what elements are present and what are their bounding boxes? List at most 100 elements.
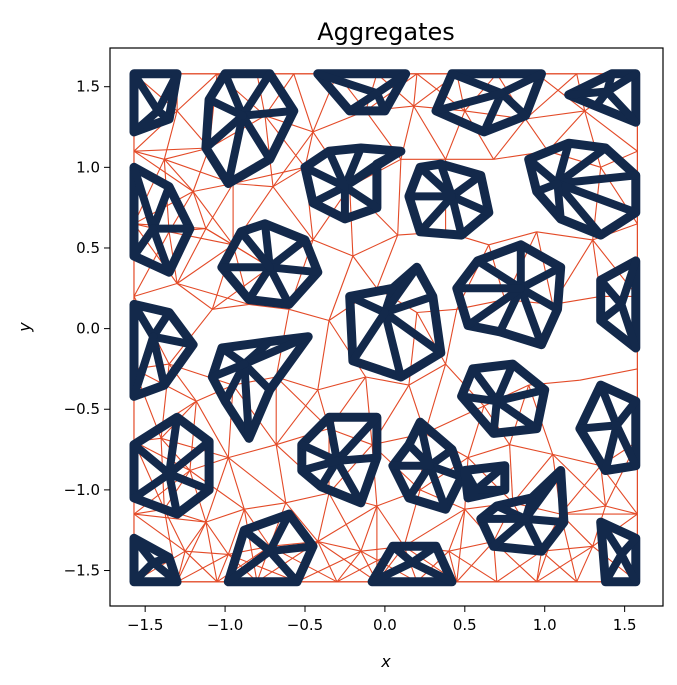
- mesh-edge: [163, 508, 186, 552]
- aggregate-spoke: [425, 461, 450, 514]
- mesh-edge: [317, 540, 362, 552]
- aggregate-spoke: [325, 147, 349, 191]
- aggregate-spoke: [325, 413, 341, 465]
- aggregate-spoke: [617, 300, 640, 352]
- aggregate-spoke: [603, 87, 640, 127]
- mesh-edge: [336, 550, 362, 583]
- aggregate-spoke: [149, 332, 169, 390]
- mesh-edge: [176, 228, 207, 284]
- aggregate-spoke: [265, 235, 309, 272]
- aggregate-spoke: [297, 440, 341, 465]
- mesh-edge: [184, 550, 218, 583]
- aggregate-spoke: [333, 456, 365, 507]
- aggregate-ring: [564, 69, 641, 127]
- mesh-edge: [467, 444, 510, 459]
- aggregate-spoke: [165, 413, 182, 478]
- mesh-edge: [424, 363, 447, 434]
- mesh-edge: [264, 115, 306, 168]
- mesh-edge: [605, 505, 638, 515]
- mesh-edge: [525, 110, 585, 120]
- aggregate-16: [457, 359, 550, 438]
- aggregate-spoke: [130, 300, 158, 341]
- mesh-edge: [536, 231, 554, 305]
- mesh-edge: [176, 282, 250, 305]
- aggregate-spoke: [617, 256, 640, 309]
- mesh-edge: [228, 444, 277, 459]
- aggregate-spoke: [149, 332, 198, 349]
- aggregate-spoke: [521, 514, 546, 556]
- mesh-edge: [445, 309, 458, 365]
- mesh-edge: [488, 231, 537, 246]
- aggregate-14: [345, 262, 446, 382]
- aggregate-spoke: [489, 397, 501, 438]
- mesh-edge: [272, 186, 314, 241]
- mesh-edge: [493, 118, 526, 160]
- aggregate-spoke: [448, 192, 493, 217]
- aggregate-spoke: [333, 413, 381, 465]
- mesh-edge: [328, 428, 373, 446]
- aggregate-spoke: [617, 550, 640, 586]
- mesh-edge: [212, 303, 250, 310]
- aggregate-spoke: [130, 106, 162, 136]
- mesh-edge: [243, 509, 258, 582]
- mesh-edge: [164, 147, 210, 160]
- aggregate-spoke: [380, 308, 445, 357]
- mesh-edge: [509, 444, 553, 455]
- mesh-edge: [448, 551, 458, 582]
- aggregate-spoke: [497, 89, 530, 120]
- aggregate-spoke: [492, 385, 549, 406]
- aggregate-spoke: [553, 179, 640, 217]
- mesh-edge: [376, 234, 399, 289]
- plot-area: [129, 69, 641, 587]
- y-tick-label: 0.0: [76, 320, 100, 338]
- mesh-edge: [272, 166, 306, 188]
- aggregate-5: [564, 69, 641, 127]
- aggregate-spoke: [473, 256, 525, 293]
- aggregate-13: [129, 299, 198, 401]
- aggregate-spoke: [165, 469, 182, 519]
- aggregate-spoke: [237, 227, 274, 272]
- mesh-edge: [560, 505, 606, 515]
- aggregate-ring: [404, 159, 494, 240]
- aggregate-spoke: [201, 111, 247, 152]
- mesh-edge: [275, 444, 287, 503]
- mesh-edge: [293, 73, 314, 133]
- mesh-edge: [232, 166, 306, 185]
- aggregate-spoke: [492, 360, 517, 406]
- mesh-edge: [456, 509, 466, 582]
- aggregate-spoke: [265, 547, 301, 586]
- aggregate-spoke: [575, 421, 621, 433]
- mesh-edge: [525, 118, 549, 152]
- mesh-edge: [133, 147, 210, 152]
- aggregate-ring: [388, 417, 467, 514]
- y-tick-label: 0.5: [76, 239, 100, 257]
- aggregate-spoke: [553, 171, 640, 188]
- mesh-edge: [448, 509, 466, 552]
- x-tick-label: 1.0: [533, 616, 557, 634]
- aggregate-ring: [345, 262, 446, 382]
- aggregate-15: [207, 332, 313, 443]
- aggregate-spoke: [130, 534, 158, 567]
- y-tick-label: 1.5: [76, 78, 100, 96]
- mesh-edge: [196, 384, 234, 402]
- mesh-edge: [192, 191, 207, 229]
- y-tick-label: −0.5: [64, 400, 100, 418]
- aggregate-spoke: [464, 284, 525, 330]
- mesh-edge: [328, 444, 373, 494]
- x-tick-label: 1.5: [613, 616, 637, 634]
- mesh-edge: [328, 255, 354, 321]
- mesh-edge: [456, 541, 495, 583]
- aggregate-23: [129, 533, 182, 587]
- mesh-edge: [403, 508, 466, 547]
- aggregate-spoke: [521, 466, 565, 523]
- mesh-edge: [185, 550, 229, 555]
- mesh-edge: [176, 244, 234, 284]
- aggregate-spoke: [596, 381, 621, 430]
- mesh-edge: [312, 239, 354, 257]
- aggregate-spoke: [489, 514, 530, 551]
- y-tick-label: −1.0: [64, 481, 100, 499]
- aggregate-spoke: [380, 308, 405, 381]
- mesh-edge: [272, 131, 314, 188]
- mesh-edge: [464, 110, 495, 160]
- aggregate-spoke: [524, 155, 562, 188]
